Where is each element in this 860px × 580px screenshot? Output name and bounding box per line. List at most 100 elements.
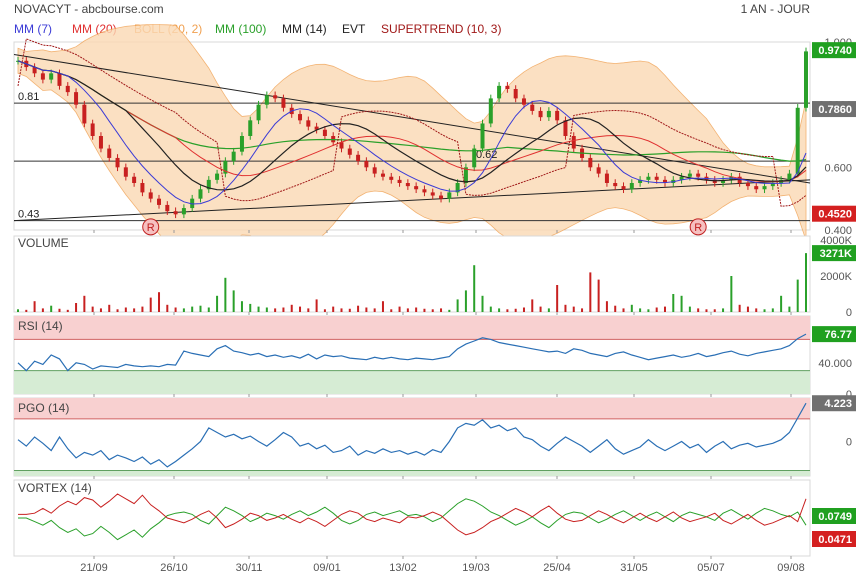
candle-body: [662, 179, 667, 183]
candle-body: [256, 104, 261, 121]
volume-bar: [50, 305, 53, 312]
volume-bar: [672, 294, 675, 312]
volume-bar: [348, 308, 351, 312]
volume-bar: [464, 290, 467, 312]
candle-body: [32, 67, 37, 74]
candle-body: [298, 114, 303, 121]
candle-body: [762, 186, 767, 190]
candle-body: [770, 183, 775, 187]
panel-rsi-overbought-zone: [14, 316, 810, 340]
candle-body: [40, 73, 45, 80]
date-axis: 21/09 26/10 30/11 09/01 13/02 19/03 25/04 31/05…: [80, 230, 805, 574]
candle-body: [90, 123, 95, 136]
candle-body: [74, 92, 79, 105]
mm20-line: [17, 60, 807, 183]
volume-bar: [481, 295, 484, 312]
candle-body: [380, 173, 385, 177]
candle-body: [148, 192, 153, 199]
x-tick-label: 05/07: [697, 562, 725, 574]
volume-bar: [763, 309, 766, 312]
volume-bar: [116, 309, 119, 312]
volume-bar: [216, 295, 219, 312]
volume-badge-bg: [812, 245, 856, 262]
volume-bar: [423, 308, 426, 312]
x-tick-label: 09/08: [777, 562, 805, 574]
volume-bar: [630, 304, 633, 312]
volume-bar: [91, 306, 94, 312]
volume-bar: [697, 308, 700, 312]
volume-bar: [431, 309, 434, 312]
volume-bar: [340, 308, 343, 312]
candle-body: [157, 198, 162, 205]
panel-pgo-oversold-zone: [14, 470, 810, 476]
candle-body: [513, 89, 518, 99]
panel-pgo-badge: 4.223: [824, 398, 852, 410]
volume-panel-frame: [13, 235, 811, 313]
candle-body: [430, 192, 435, 196]
candle-body: [472, 148, 477, 168]
candle-body: [696, 173, 701, 177]
volume-bar: [66, 309, 69, 312]
candle-body: [57, 73, 62, 86]
volume-bar: [556, 285, 559, 312]
x-tick-label: 13/02: [389, 562, 417, 574]
volume-bar: [448, 309, 451, 312]
volume-bar: [498, 308, 501, 312]
volume-bar: [307, 308, 310, 312]
legend-mm7: MM (7): [14, 22, 52, 36]
price-badge-0: 0.9740: [818, 45, 852, 57]
x-tick-label: 21/09: [80, 562, 108, 574]
r-marker-label-1: R: [694, 222, 702, 234]
vortex-badge-minus-bg: [812, 531, 856, 547]
candle-body: [98, 136, 103, 149]
volume-bar: [108, 304, 111, 312]
volume-bar: [182, 308, 185, 312]
volume-bar: [572, 306, 575, 312]
candle-body: [231, 151, 236, 162]
candle-body: [521, 98, 526, 105]
volume-bar: [149, 297, 152, 312]
candle-body: [787, 173, 792, 180]
candle-body: [571, 136, 576, 149]
candle-body: [563, 120, 568, 136]
level-label-081: 0.81: [18, 91, 39, 103]
volume-bar: [265, 307, 268, 312]
volume-bar: [531, 299, 534, 312]
vortex-badge-minus: 0.0471: [818, 534, 852, 546]
panel-rsi-y-tick: 40.000: [818, 358, 852, 370]
x-tick-label: 09/01: [313, 562, 341, 574]
candle-body: [555, 110, 560, 121]
legend-mm14: MM (14): [282, 22, 327, 36]
volume-bar: [547, 308, 550, 312]
candle-body: [538, 110, 543, 118]
volume-bar: [381, 301, 384, 312]
candle-body: [455, 183, 460, 193]
panel-rsi-oversold-zone: [14, 370, 810, 394]
x-tick-label: 26/10: [160, 562, 188, 574]
candle-body: [638, 179, 643, 183]
candle-body: [712, 179, 717, 183]
volume-bar: [539, 306, 542, 312]
volume-bar: [605, 301, 608, 312]
volume-bar: [780, 295, 783, 312]
candle-body: [530, 104, 535, 111]
site-label: abcbourse.com: [82, 2, 164, 16]
candle-body: [140, 183, 145, 193]
candle-body: [389, 176, 394, 180]
volume-bar: [705, 309, 708, 312]
price-badge-1-bg: [812, 101, 856, 118]
volume-bar: [274, 308, 277, 312]
volume-bar: [299, 306, 302, 312]
volume-bar: [655, 307, 658, 312]
volume-bar: [290, 304, 293, 312]
volume-bar: [199, 305, 202, 312]
candle-body: [795, 107, 800, 174]
volume-bar: [282, 307, 285, 312]
volume-bar: [365, 307, 368, 312]
volume-bar: [456, 299, 459, 312]
candle-body: [347, 148, 352, 155]
volume-bar: [141, 306, 144, 312]
volume-bar: [33, 301, 36, 312]
volume-bar: [58, 308, 61, 312]
volume-bar: [614, 305, 617, 312]
